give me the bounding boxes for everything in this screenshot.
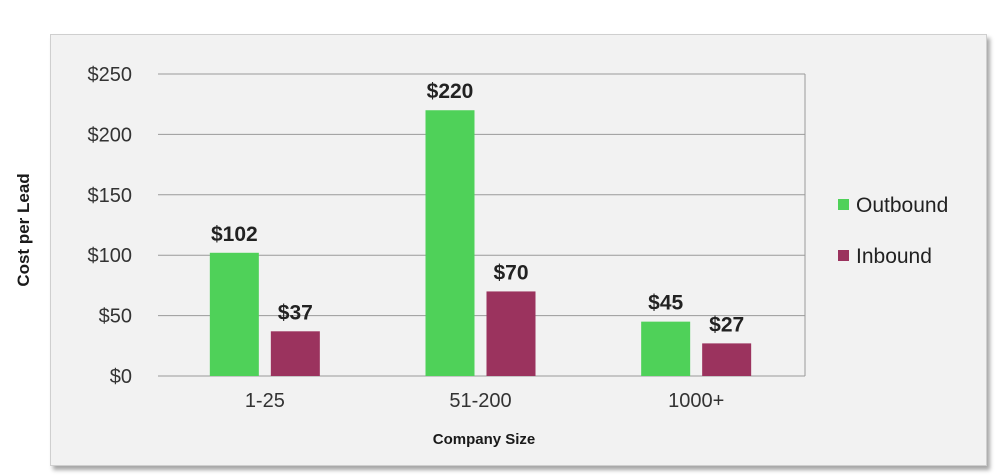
x-tick-label: 51-200 bbox=[449, 390, 511, 412]
y-tick-label: $200 bbox=[88, 124, 133, 146]
data-label: $37 bbox=[278, 301, 313, 324]
bar-inbound bbox=[270, 331, 320, 376]
legend-swatch-inbound bbox=[838, 250, 849, 261]
bar-outbound bbox=[209, 252, 259, 376]
y-tick-label: $100 bbox=[88, 245, 133, 267]
data-label: $220 bbox=[427, 80, 474, 103]
y-tick-label: $250 bbox=[88, 64, 133, 86]
bar-inbound bbox=[702, 343, 752, 376]
bar-outbound bbox=[641, 321, 691, 376]
x-axis-title: Company Size bbox=[433, 431, 536, 448]
chart-panel bbox=[50, 34, 987, 466]
legend-label-inbound: Inbound bbox=[856, 245, 932, 268]
legend-swatch-outbound bbox=[838, 199, 849, 210]
data-label: $27 bbox=[709, 313, 744, 336]
bar-inbound bbox=[486, 291, 536, 376]
y-tick-label: $0 bbox=[110, 366, 132, 388]
data-label: $102 bbox=[211, 223, 258, 246]
legend-label-outbound: Outbound bbox=[856, 194, 948, 217]
y-tick-label: $150 bbox=[88, 185, 133, 207]
bar-outbound bbox=[425, 110, 475, 377]
x-tick-label: 1-25 bbox=[245, 390, 285, 412]
x-tick-label: 1000+ bbox=[668, 390, 724, 412]
y-tick-label: $50 bbox=[99, 306, 132, 328]
data-label: $45 bbox=[648, 292, 683, 315]
data-label: $70 bbox=[493, 261, 528, 284]
